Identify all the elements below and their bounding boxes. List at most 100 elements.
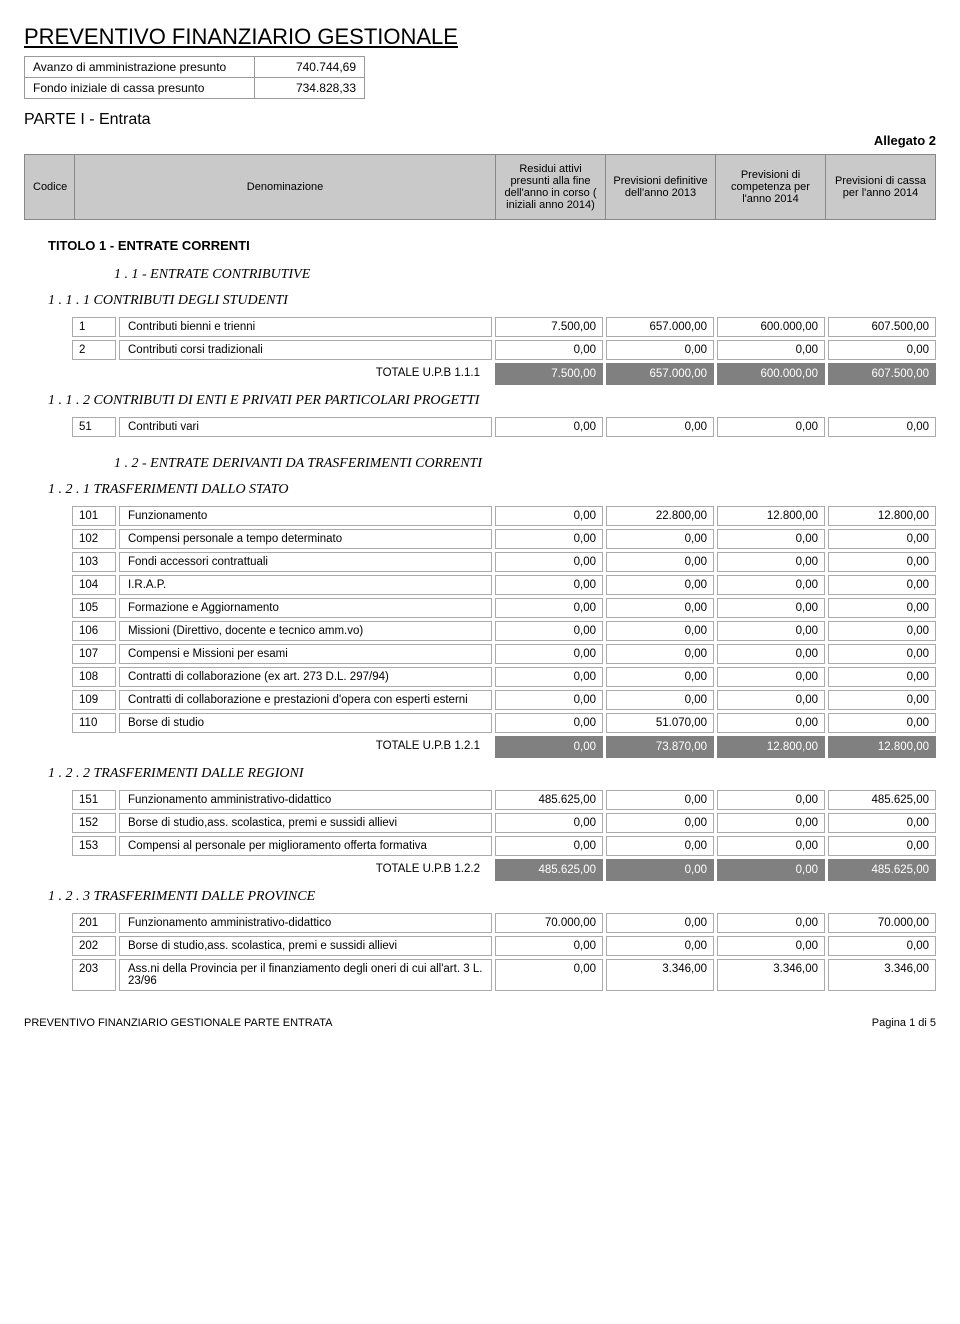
row-v2: 0,00 (606, 575, 714, 595)
section-1-2-1: 1 . 2 . 1 TRASFERIMENTI DALLO STATO (48, 482, 936, 498)
row-v1: 0,00 (495, 506, 603, 526)
row-v2: 0,00 (606, 690, 714, 710)
table-row: 108Contratti di collaborazione (ex art. … (72, 667, 936, 687)
row-code: 203 (72, 959, 116, 991)
row-v1: 0,00 (495, 529, 603, 549)
avanzo-value: 740.744,69 (255, 57, 365, 78)
table-row: 1Contributi bienni e trienni7.500,00657.… (72, 317, 936, 337)
total-v1: 0,00 (495, 736, 603, 758)
row-code: 107 (72, 644, 116, 664)
table-row: 201Funzionamento amministrativo-didattic… (72, 913, 936, 933)
col-residui: Residui attivi presunti alla fine dell'a… (496, 155, 606, 220)
row-v3: 0,00 (717, 644, 825, 664)
allegato-label: Allegato 2 (24, 133, 936, 148)
row-desc: Missioni (Direttivo, docente e tecnico a… (119, 621, 492, 641)
table-row: 101Funzionamento0,0022.800,0012.800,0012… (72, 506, 936, 526)
row-code: 106 (72, 621, 116, 641)
parte-heading: PARTE I - Entrata (24, 111, 936, 129)
table-row: 151Funzionamento amministrativo-didattic… (72, 790, 936, 810)
total-1-1-1: TOTALE U.P.B 1.1.1 7.500,00 657.000,00 6… (72, 363, 936, 385)
total-v4: 607.500,00 (828, 363, 936, 385)
row-desc: Compensi al personale per miglioramento … (119, 836, 492, 856)
table-row: 2Contributi corsi tradizionali0,000,000,… (72, 340, 936, 360)
row-v1: 485.625,00 (495, 790, 603, 810)
total-v1: 7.500,00 (495, 363, 603, 385)
row-desc: Compensi personale a tempo determinato (119, 529, 492, 549)
total-v1: 485.625,00 (495, 859, 603, 881)
row-v2: 0,00 (606, 340, 714, 360)
table-row: 107Compensi e Missioni per esami0,000,00… (72, 644, 936, 664)
row-desc: Fondi accessori contrattuali (119, 552, 492, 572)
row-v3: 0,00 (717, 529, 825, 549)
summary-table: Avanzo di amministrazione presunto 740.7… (24, 56, 365, 99)
row-v1: 0,00 (495, 959, 603, 991)
row-desc: Formazione e Aggiornamento (119, 598, 492, 618)
row-v2: 0,00 (606, 529, 714, 549)
row-v3: 600.000,00 (717, 317, 825, 337)
row-desc: Contratti di collaborazione (ex art. 273… (119, 667, 492, 687)
total-label: TOTALE U.P.B 1.2.1 (72, 736, 492, 758)
page-footer: PREVENTIVO FINANZIARIO GESTIONALE PARTE … (24, 1017, 936, 1029)
row-v2: 0,00 (606, 621, 714, 641)
row-code: 153 (72, 836, 116, 856)
row-v2: 0,00 (606, 913, 714, 933)
row-v4: 70.000,00 (828, 913, 936, 933)
row-desc: Funzionamento amministrativo-didattico (119, 913, 492, 933)
row-v1: 0,00 (495, 552, 603, 572)
row-v4: 3.346,00 (828, 959, 936, 991)
col-prev-comp: Previsioni di competenza per l'anno 2014 (716, 155, 826, 220)
row-v2: 0,00 (606, 936, 714, 956)
table-row: 104I.R.A.P.0,000,000,000,00 (72, 575, 936, 595)
row-v4: 0,00 (828, 598, 936, 618)
table-row: 51Contributi vari0,000,000,000,00 (72, 417, 936, 437)
row-v4: 0,00 (828, 529, 936, 549)
column-header-table: Codice Denominazione Residui attivi pres… (24, 154, 936, 220)
avanzo-label: Avanzo di amministrazione presunto (25, 57, 255, 78)
row-v3: 0,00 (717, 552, 825, 572)
total-v4: 12.800,00 (828, 736, 936, 758)
row-v2: 0,00 (606, 552, 714, 572)
section-1-1-2: 1 . 1 . 2 CONTRIBUTI DI ENTI E PRIVATI P… (48, 393, 936, 409)
total-v4: 485.625,00 (828, 859, 936, 881)
row-v4: 0,00 (828, 836, 936, 856)
row-code: 151 (72, 790, 116, 810)
section-1-2: 1 . 2 - ENTRATE DERIVANTI DA TRASFERIMEN… (114, 456, 936, 472)
row-code: 1 (72, 317, 116, 337)
row-desc: Borse di studio,ass. scolastica, premi e… (119, 936, 492, 956)
titolo-1: TITOLO 1 - ENTRATE CORRENTI (48, 238, 936, 253)
row-v4: 0,00 (828, 340, 936, 360)
table-row: 109Contratti di collaborazione e prestaz… (72, 690, 936, 710)
row-code: 101 (72, 506, 116, 526)
row-v1: 0,00 (495, 813, 603, 833)
total-1-2-1: TOTALE U.P.B 1.2.1 0,00 73.870,00 12.800… (72, 736, 936, 758)
row-v3: 0,00 (717, 417, 825, 437)
row-desc: Contributi bienni e trienni (119, 317, 492, 337)
row-v1: 70.000,00 (495, 913, 603, 933)
row-desc: Ass.ni della Provincia per il finanziame… (119, 959, 492, 991)
row-code: 105 (72, 598, 116, 618)
row-v3: 0,00 (717, 836, 825, 856)
row-v2: 22.800,00 (606, 506, 714, 526)
row-v4: 0,00 (828, 621, 936, 641)
row-v3: 3.346,00 (717, 959, 825, 991)
row-code: 201 (72, 913, 116, 933)
row-v1: 0,00 (495, 667, 603, 687)
total-v2: 0,00 (606, 859, 714, 881)
row-v4: 0,00 (828, 667, 936, 687)
row-code: 104 (72, 575, 116, 595)
row-v2: 51.070,00 (606, 713, 714, 733)
row-desc: Contributi corsi tradizionali (119, 340, 492, 360)
row-v1: 0,00 (495, 836, 603, 856)
total-v3: 12.800,00 (717, 736, 825, 758)
row-code: 152 (72, 813, 116, 833)
row-v4: 12.800,00 (828, 506, 936, 526)
row-v4: 0,00 (828, 936, 936, 956)
row-code: 2 (72, 340, 116, 360)
row-v2: 0,00 (606, 598, 714, 618)
row-code: 110 (72, 713, 116, 733)
row-code: 109 (72, 690, 116, 710)
row-v3: 0,00 (717, 713, 825, 733)
row-v4: 0,00 (828, 690, 936, 710)
col-prev-cassa: Previsioni di cassa per l'anno 2014 (826, 155, 936, 220)
table-row: 103Fondi accessori contrattuali0,000,000… (72, 552, 936, 572)
